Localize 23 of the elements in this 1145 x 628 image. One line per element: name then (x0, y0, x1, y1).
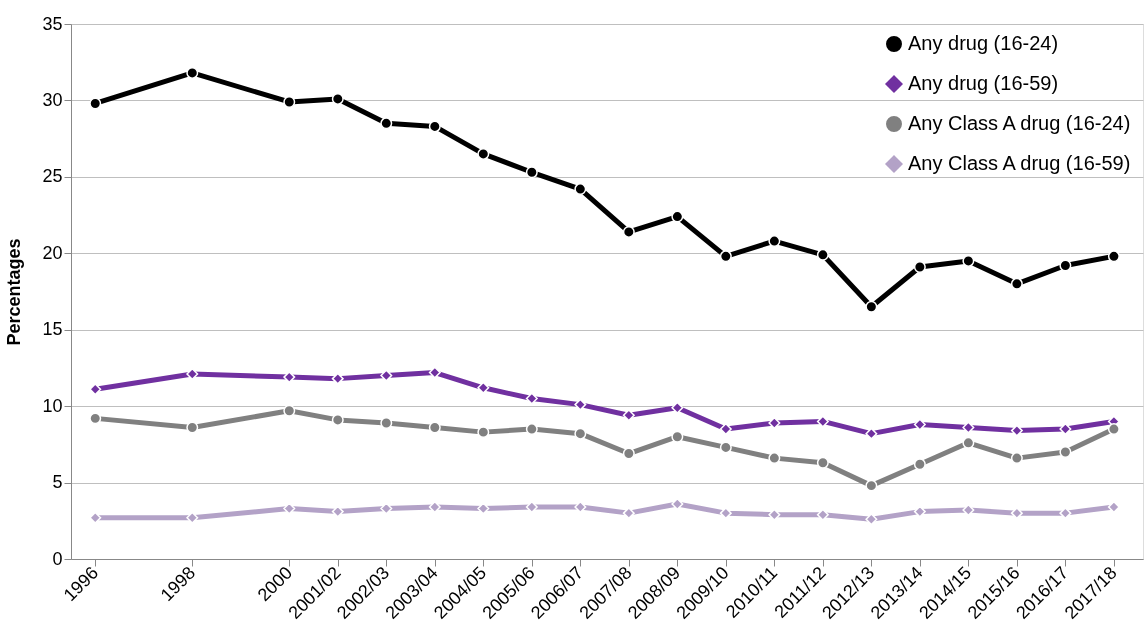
point (380, 117, 393, 130)
y-tick-label: 0 (52, 548, 63, 569)
point (525, 166, 538, 179)
y-tick-label: 20 (42, 242, 63, 263)
point (622, 225, 635, 238)
legend-label: Any drug (16-59) (908, 72, 1059, 94)
point (913, 261, 926, 274)
point (574, 183, 587, 196)
legend-label: Any Class A drug (16-59) (908, 152, 1131, 174)
y-axis-title: Percentages (4, 238, 25, 346)
point (768, 235, 781, 248)
y-tick-label: 10 (42, 395, 63, 416)
legend-label: Any Class A drug (16-24) (908, 112, 1131, 134)
y-tick-label: 35 (42, 13, 63, 34)
y-tick-label: 25 (42, 166, 63, 187)
point (719, 250, 732, 263)
point (1059, 446, 1072, 458)
point (865, 300, 878, 313)
legend-label: Any drug (16-24) (908, 32, 1059, 54)
y-tick-label: 30 (42, 89, 63, 110)
y-tick-label: 5 (52, 472, 63, 493)
point (1107, 250, 1120, 263)
y-tick-label: 15 (42, 319, 63, 340)
